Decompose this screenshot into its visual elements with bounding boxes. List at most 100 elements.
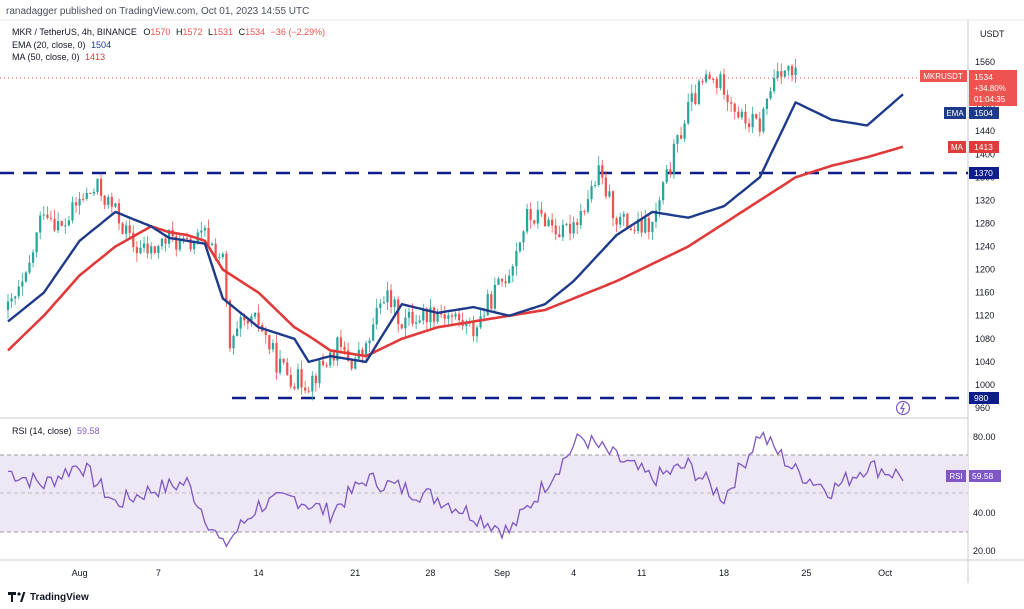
candle-body — [49, 217, 53, 219]
candle-body — [762, 108, 765, 132]
low-value: 1531 — [213, 27, 233, 37]
candle-body — [601, 165, 604, 178]
candle-body — [157, 246, 160, 253]
candle-body — [60, 221, 63, 226]
time-tick-label: 11 — [637, 568, 646, 578]
rsi-tick-label: 40.00 — [973, 508, 996, 518]
candle-body — [500, 278, 504, 282]
candle-body — [346, 350, 350, 361]
candle-body — [436, 311, 439, 322]
ma-legend: MA (50, close, 0) 1413 — [12, 52, 105, 62]
candle-body — [142, 243, 146, 248]
candle-body — [311, 375, 314, 392]
candle-body — [415, 322, 418, 324]
candle-body — [182, 237, 185, 239]
candle-body — [411, 311, 414, 324]
tradingview-logo-slash — [20, 592, 26, 602]
candle-body — [74, 202, 78, 206]
candle-body — [28, 262, 31, 273]
rsi-tag-box — [946, 470, 966, 482]
candle-body — [640, 219, 643, 233]
candle-body — [85, 192, 88, 199]
candle-body — [773, 77, 776, 92]
rsi-tag: RSI — [949, 472, 962, 481]
candle-body — [57, 221, 60, 231]
candle-body — [150, 246, 153, 254]
candle-body — [558, 234, 561, 238]
rsi-legend-title: RSI (14, close) — [12, 426, 72, 436]
candle-body — [504, 281, 507, 284]
candle-body — [608, 191, 611, 197]
candle-body — [282, 358, 285, 363]
candle-body — [31, 252, 35, 263]
candle-body — [321, 360, 325, 366]
candle-body — [776, 71, 779, 78]
candle-body — [10, 298, 13, 302]
candle-body — [586, 199, 590, 212]
candle-body — [490, 294, 493, 309]
candle-body — [250, 316, 253, 324]
candle-body — [615, 218, 618, 225]
candle-body — [708, 74, 711, 79]
candle-body — [765, 98, 769, 109]
candle-body — [432, 307, 436, 322]
price-tick-label: 1560 — [975, 57, 995, 67]
price-tick-label: 1120 — [975, 311, 994, 321]
level-980-label: 980 — [974, 393, 988, 403]
candle-body — [794, 67, 797, 76]
candle-body — [472, 321, 475, 337]
candle-body — [447, 315, 450, 319]
candle-body — [669, 169, 672, 174]
tradingview-logo[interactable] — [8, 592, 26, 602]
last-price-box — [969, 70, 1017, 106]
candle-body — [228, 300, 232, 349]
price-tick-label: 1320 — [975, 195, 995, 205]
candle-body — [594, 185, 597, 187]
candle-body — [200, 230, 203, 233]
candle-body — [271, 343, 275, 350]
rsi-tick-label: 20.00 — [973, 546, 996, 556]
candle-body — [185, 237, 189, 239]
candle-body — [751, 113, 754, 128]
time-tick-label: Aug — [72, 568, 88, 578]
close-value: 1534 — [245, 27, 265, 37]
candle-body — [733, 103, 736, 112]
candle-body — [744, 111, 747, 124]
candle-body — [704, 74, 708, 82]
alert-icon[interactable] — [895, 400, 911, 416]
level-1370-label: 1370 — [974, 168, 993, 178]
price-tick-label: 1240 — [975, 242, 995, 252]
candle-body — [221, 253, 224, 258]
candle-body — [225, 253, 228, 301]
rsi-group — [8, 430, 904, 548]
candle-body — [701, 81, 704, 83]
candle-body — [662, 182, 665, 201]
candle-body — [590, 185, 593, 200]
published-text: ranadagger published on TradingView.com,… — [6, 6, 309, 17]
candle-body — [164, 238, 167, 244]
candle-body — [422, 308, 425, 321]
candle-body — [583, 211, 586, 213]
low-label: L — [208, 27, 213, 37]
candle-body — [454, 313, 457, 317]
rsi-tag-value: 59.58 — [972, 471, 994, 481]
ema-tag-box — [944, 107, 966, 119]
ema-20-line — [7, 93, 904, 364]
time-tick-label: 21 — [350, 568, 360, 578]
candle-body — [522, 231, 525, 243]
candle-body — [783, 70, 786, 77]
ma-legend-title: MA (50, close, 0) — [12, 52, 80, 62]
candle-body — [755, 113, 758, 119]
candle-body — [389, 290, 393, 308]
candle-body — [82, 198, 85, 200]
candle-body — [17, 286, 20, 297]
candle-body — [125, 225, 128, 234]
candle-body — [565, 223, 568, 225]
candle-body — [14, 296, 17, 299]
candle-body — [508, 275, 511, 284]
candle-body — [361, 349, 364, 356]
symbol-tag-box — [920, 70, 967, 82]
rsi-tick-label: 80.00 — [973, 432, 996, 442]
candle-body — [486, 294, 489, 316]
candle-body — [529, 209, 532, 221]
